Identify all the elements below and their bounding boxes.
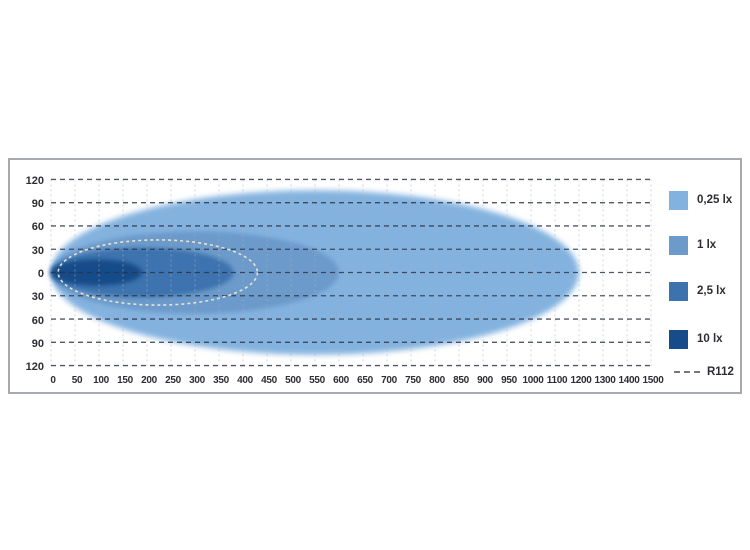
y-axis-label: 90 [31, 337, 44, 350]
x-axis-label: 800 [429, 375, 445, 386]
x-axis-label: 750 [405, 375, 421, 386]
x-axis-label: 100 [93, 375, 109, 386]
x-axis-label: 1500 [642, 375, 664, 386]
legend-swatch-10lx [669, 329, 688, 349]
x-axis-label: 1400 [618, 375, 640, 386]
x-axis-label: 550 [309, 375, 325, 386]
legend-label-025lx: 0,25 lx [697, 194, 733, 206]
legend-label-10lx: 10 lx [697, 333, 723, 345]
x-axis-label: 1200 [570, 375, 592, 386]
x-axis-label: 700 [381, 375, 397, 386]
x-axis-label: 300 [189, 375, 205, 386]
y-axis-label: 30 [31, 291, 44, 304]
x-axis-label: 1000 [522, 375, 544, 386]
x-axis-label: 50 [71, 375, 83, 386]
x-axis-label: 1300 [594, 375, 616, 386]
y-axis-label: 120 [25, 174, 44, 187]
y-axis-label: 30 [31, 244, 44, 257]
x-axis-label: 350 [213, 375, 229, 386]
x-axis-label: 250 [165, 375, 181, 386]
y-axis-label: 60 [31, 221, 44, 234]
x-axis-label: 500 [285, 375, 301, 386]
x-axis-label: 450 [261, 375, 277, 386]
legend-swatch-025lx [669, 190, 688, 210]
x-axis-label: 650 [357, 375, 373, 386]
legend-item-r112: R112 [674, 364, 734, 380]
y-axis-label: 120 [25, 361, 44, 374]
beam-plot [50, 178, 652, 367]
legend-item-10lx: 10 lx [669, 329, 723, 349]
x-axis-label: 950 [501, 375, 517, 386]
legend-swatch-1lx [669, 235, 688, 255]
r112-reference-ellipse [57, 239, 259, 306]
x-axis-label: 1100 [546, 375, 568, 386]
legend-label-r112: R112 [707, 366, 734, 378]
x-axis-label: 600 [333, 375, 349, 386]
legend-swatch-25lx [669, 281, 688, 301]
legend-item-025lx: 0,25 lx [669, 190, 732, 210]
chart-frame: 120 90 60 30 0 30 60 90 120 0 50 100 150 200 250 300 35… [8, 158, 742, 394]
legend-item-1lx: 1 lx [669, 235, 716, 255]
legend-label-25lx: 2,5 lx [697, 285, 726, 297]
y-axis-label: 60 [31, 314, 44, 327]
dashed-line-sample [674, 371, 700, 373]
x-axis-label: 400 [237, 375, 253, 386]
x-axis-label: 900 [477, 375, 493, 386]
legend-label-1lx: 1 lx [697, 239, 717, 251]
x-axis-label: 0 [50, 375, 56, 386]
x-axis-label: 150 [117, 375, 133, 386]
y-axis-label: 90 [31, 198, 44, 211]
legend-item-25lx: 2,5 lx [669, 281, 726, 301]
x-axis-label: 200 [141, 375, 157, 386]
y-axis-label: 0 [37, 268, 44, 280]
x-axis-label: 850 [453, 375, 469, 386]
